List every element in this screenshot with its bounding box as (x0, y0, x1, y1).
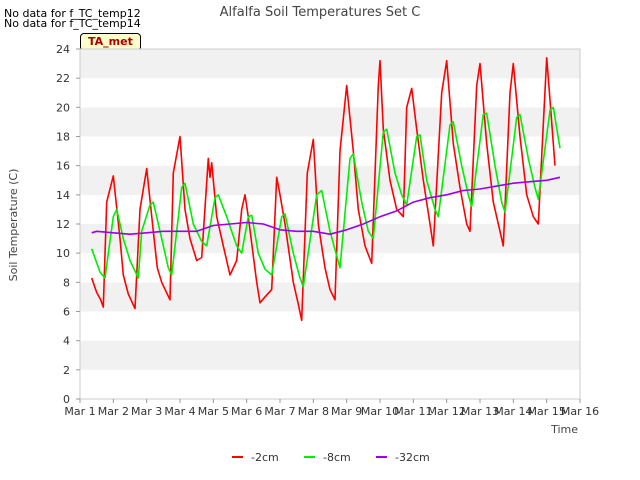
grid-band (80, 136, 580, 166)
y-tick-label: 16 (56, 160, 70, 173)
series-line-8cm (90, 106, 561, 288)
x-tick-label: Mar 11 (394, 405, 432, 418)
legend: -2cm -8cm -32cm (232, 451, 430, 464)
x-tick-label: Mar 10 (361, 405, 399, 418)
x-tick-label: Mar 12 (428, 405, 466, 418)
x-axis-label: Time (550, 423, 578, 436)
legend-label: -2cm (251, 451, 279, 464)
grid-band (80, 253, 580, 283)
grid-band (80, 107, 580, 137)
series-line-2cm (90, 56, 556, 322)
y-axis-label: Soil Temperature (C) (7, 169, 20, 282)
grid-band (80, 340, 580, 370)
x-tick-label: Mar 9 (331, 405, 362, 418)
x-tick-label: Mar 8 (298, 405, 329, 418)
x-tick-label: Mar 4 (164, 405, 195, 418)
y-tick-label: 22 (56, 72, 70, 85)
y-tick-label: 12 (56, 218, 70, 231)
x-tick-label: Mar 6 (231, 405, 262, 418)
grid-band (80, 78, 580, 108)
grid-band (80, 311, 580, 341)
chart-title: Alfalfa Soil Temperatures Set C (220, 5, 421, 20)
x-axis-ticks: Mar 1 Mar 2 Mar 3 Mar 4 Mar 5 Mar 6 Mar 7 Mar 8… (64, 399, 599, 418)
x-tick-label: Mar 5 (198, 405, 229, 418)
y-tick-label: 0 (63, 393, 70, 406)
y-tick-label: 10 (56, 247, 70, 260)
y-tick-label: 2 (63, 364, 70, 377)
series-lines (90, 56, 561, 322)
x-tick-label: Mar 13 (461, 405, 499, 418)
x-tick-label: Mar 2 (98, 405, 129, 418)
grid-band (80, 369, 580, 399)
y-tick-label: 6 (63, 306, 70, 319)
grid-bands (80, 49, 580, 399)
x-tick-label: Mar 3 (131, 405, 162, 418)
y-tick-label: 18 (56, 131, 70, 144)
legend-label: -32cm (395, 451, 430, 464)
ta-met-badge: TA_met (80, 33, 141, 51)
grid-band (80, 49, 580, 79)
x-tick-label: Mar 1 (64, 405, 95, 418)
y-tick-label: 14 (56, 189, 70, 202)
legend-label: -8cm (323, 451, 351, 464)
series-line-32cm (91, 176, 561, 235)
x-tick-label: Mar 7 (264, 405, 295, 418)
no-data-note-temp12: No data for f_TC_temp12 (4, 7, 141, 20)
x-tick-label: Mar 16 (561, 405, 599, 418)
x-tick-label: Mar 14 (494, 405, 532, 418)
y-tick-label: 8 (63, 276, 70, 289)
no-data-note-temp14: No data for f_TC_temp14 (4, 17, 141, 30)
y-tick-label: 24 (56, 43, 70, 56)
y-tick-label: 4 (63, 335, 70, 348)
x-tick-label: Mar 15 (528, 405, 566, 418)
y-tick-label: 20 (56, 101, 70, 114)
